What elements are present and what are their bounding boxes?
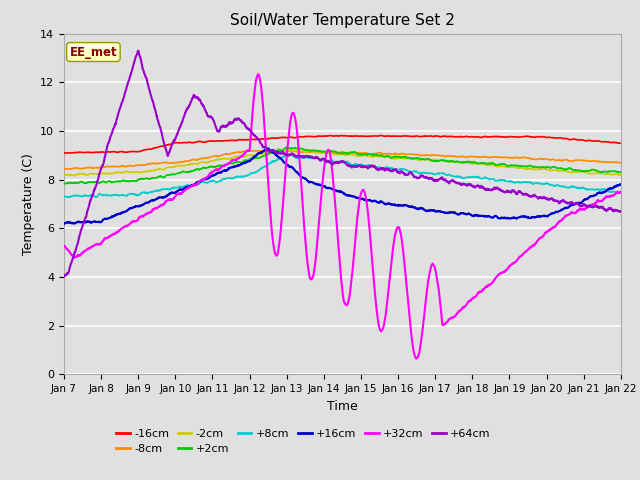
- Title: Soil/Water Temperature Set 2: Soil/Water Temperature Set 2: [230, 13, 455, 28]
- X-axis label: Time: Time: [327, 400, 358, 413]
- Y-axis label: Temperature (C): Temperature (C): [22, 153, 35, 255]
- Legend: -16cm, -8cm, -2cm, +2cm, +8cm, +16cm, +32cm, +64cm: -16cm, -8cm, -2cm, +2cm, +8cm, +16cm, +3…: [112, 424, 495, 459]
- Text: EE_met: EE_met: [70, 46, 117, 59]
